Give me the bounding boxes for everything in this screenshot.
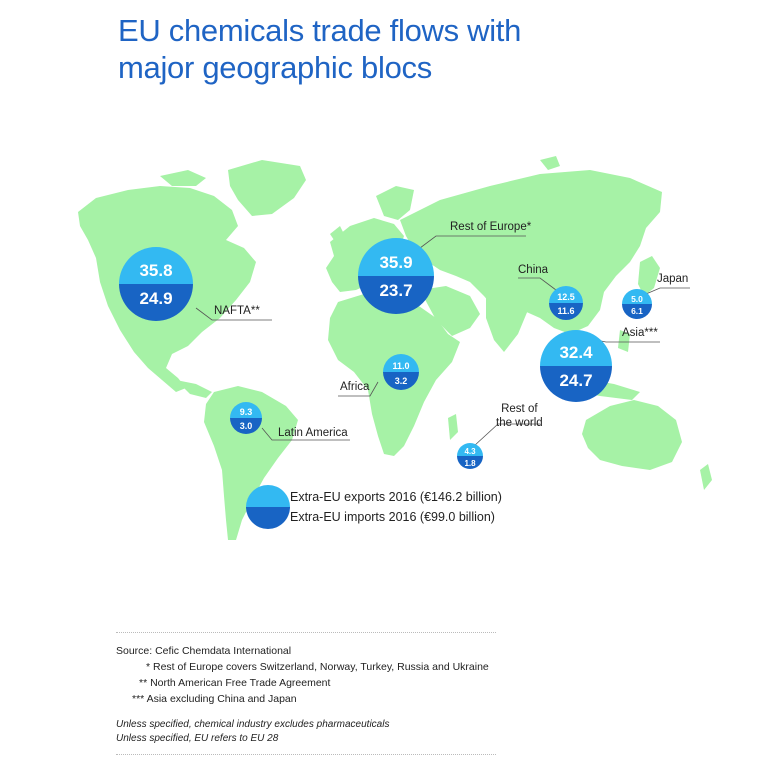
bubble-japan-imports-value: 6.1 — [631, 306, 643, 316]
divider-bottom — [116, 754, 496, 755]
bubble-nafta-imports — [119, 284, 193, 321]
legend-swatch-exports — [246, 485, 290, 507]
bubble-nafta: 35.8 24.9 — [119, 247, 193, 321]
bubble-asia: 32.4 24.7 — [540, 330, 612, 402]
legend-exports-label: Extra-EU exports 2016 (€146.2 billion) — [290, 490, 502, 504]
bubble-africa-exports-value: 11.0 — [392, 361, 409, 371]
bubble-japan-exports — [622, 289, 652, 304]
note-eu28: Unless specified, EU refers to EU 28 — [116, 733, 279, 744]
bubble-asia-exports — [540, 330, 612, 366]
bubble-asia-exports-value: 32.4 — [559, 343, 593, 362]
page-title: EU chemicals trade flows with major geog… — [118, 12, 638, 86]
bubble-latin-america-imports-value: 3.0 — [240, 421, 253, 431]
bubble-africa-imports-value: 3.2 — [395, 376, 408, 386]
label-africa: Africa — [340, 381, 370, 393]
land-british-isles — [330, 226, 346, 246]
land-new-zealand — [700, 464, 712, 490]
title-line-2: major geographic blocs — [118, 50, 432, 85]
land-madagascar — [448, 414, 458, 440]
bubble-rest-of-world-imports — [457, 456, 483, 469]
note-asia: *** Asia excluding China and Japan — [132, 693, 297, 705]
legend-swatch-imports — [246, 507, 290, 529]
land-asia — [400, 170, 662, 334]
source-line: Source: Cefic Chemdata International — [116, 645, 292, 657]
bubble-asia-imports-value: 24.7 — [559, 371, 592, 390]
bubble-china-exports-value: 12.5 — [557, 292, 575, 302]
label-rest-of-world: Rest of the world — [496, 402, 543, 430]
note-pharmaceuticals: Unless specified, chemical industry excl… — [116, 719, 390, 730]
bubble-africa-exports — [383, 354, 419, 372]
label-latin-america: Latin America — [278, 427, 348, 439]
bubble-rest-of-europe-imports — [358, 276, 434, 314]
bubble-rest-of-world-imports-value: 1.8 — [464, 459, 476, 468]
note-rest-of-europe: * Rest of Europe covers Switzerland, Nor… — [146, 661, 489, 673]
divider-top — [116, 632, 496, 633]
label-asia: Asia*** — [622, 327, 658, 339]
land-arctic-islands — [160, 170, 206, 186]
label-nafta: NAFTA** — [214, 305, 260, 317]
land-middle-east — [420, 286, 480, 336]
bubble-rest-of-world-exports — [457, 443, 483, 456]
legend-swatch — [246, 485, 290, 529]
leader-japan — [645, 287, 690, 295]
land-svalbard — [540, 156, 560, 170]
bubble-nafta-exports-value: 35.8 — [139, 261, 172, 280]
bubble-africa-imports — [383, 372, 419, 390]
bubble-rest-of-europe-exports — [358, 238, 434, 276]
bubble-china: 12.5 11.6 — [549, 286, 583, 320]
bubble-latin-america-exports — [230, 402, 262, 418]
bubble-latin-america-imports — [230, 418, 262, 434]
label-rest-of-europe: Rest of Europe* — [450, 221, 532, 233]
leader-china — [518, 277, 557, 291]
land-philippines — [618, 330, 630, 352]
land-masses — [78, 156, 712, 540]
label-rest-of-world-line-2: the world — [496, 417, 543, 429]
land-japan — [638, 256, 660, 296]
bubble-china-imports — [549, 303, 583, 320]
leader-africa — [338, 381, 379, 397]
title-line-1: EU chemicals trade flows with — [118, 13, 522, 48]
bubble-japan-imports — [622, 304, 652, 319]
leader-nafta — [195, 307, 272, 321]
land-south-america — [204, 386, 298, 540]
leader-latin-america — [261, 427, 350, 441]
bubble-rest-of-europe-exports-value: 35.9 — [379, 253, 412, 272]
label-japan: Japan — [657, 273, 689, 285]
bubble-africa: 11.0 3.2 — [383, 354, 419, 390]
bubble-japan: 5.0 6.1 — [622, 289, 652, 319]
land-australia — [582, 400, 682, 470]
legend-imports-label: Extra-EU imports 2016 (€99.0 billion) — [290, 510, 495, 524]
land-central-america — [176, 380, 212, 398]
bubble-rest-of-world-exports-value: 4.3 — [464, 447, 476, 456]
bubble-rest-of-europe-imports-value: 23.7 — [379, 281, 412, 300]
bubble-latin-america-exports-value: 9.3 — [240, 407, 253, 417]
label-china: China — [518, 264, 549, 276]
note-nafta: ** North American Free Trade Agreement — [139, 677, 331, 689]
bubble-rest-of-europe: 35.9 23.7 — [358, 238, 434, 314]
bubble-china-imports-value: 11.6 — [557, 306, 574, 316]
land-greenland — [228, 160, 306, 216]
bubble-china-exports — [549, 286, 583, 303]
bubble-nafta-imports-value: 24.9 — [139, 289, 172, 308]
land-india — [486, 296, 528, 352]
bubble-nafta-exports — [119, 247, 193, 284]
bubble-rest-of-world: 4.3 1.8 — [457, 443, 483, 469]
label-rest-of-world-line-1: Rest of — [501, 403, 538, 415]
land-scandinavia — [376, 186, 414, 220]
leader-rest-of-world — [473, 423, 540, 447]
bubble-japan-exports-value: 5.0 — [631, 294, 643, 304]
bubble-latin-america: 9.3 3.0 — [230, 402, 262, 434]
bubble-asia-imports — [540, 366, 612, 402]
